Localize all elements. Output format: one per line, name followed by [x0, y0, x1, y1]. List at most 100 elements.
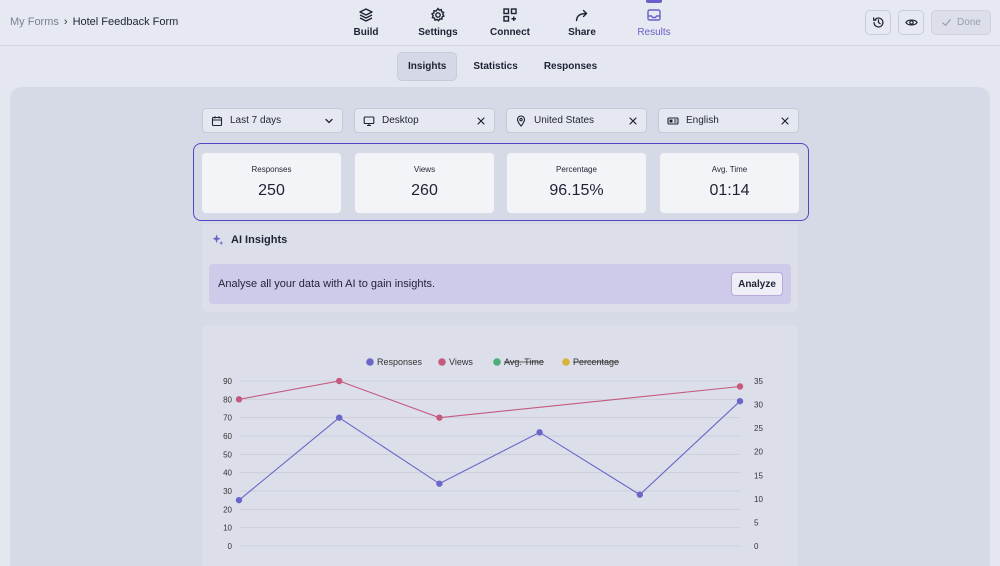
sparkles-icon — [212, 234, 224, 246]
legend-marker — [438, 358, 446, 366]
top-bar: My Forms › Hotel Feedback Form Build Set… — [0, 0, 1000, 46]
legend-marker — [366, 358, 374, 366]
nav-build[interactable]: Build — [330, 0, 402, 46]
legend-marker — [562, 358, 570, 366]
ai-insights-banner: Analyse all your data with AI to gain in… — [209, 264, 791, 304]
legend-label: Views — [449, 357, 473, 367]
y-right-tick-label: 5 — [754, 518, 759, 527]
results-subtabs: Insights Statistics Responses — [397, 52, 607, 81]
y-left-tick-label: 90 — [223, 377, 232, 386]
breadcrumb-my-forms[interactable]: My Forms — [10, 16, 59, 28]
nav-share[interactable]: Share — [546, 0, 618, 46]
series-line-views — [238, 380, 741, 419]
breadcrumb: My Forms › Hotel Feedback Form — [10, 16, 178, 28]
data-point — [736, 397, 744, 405]
date-range-filter[interactable]: Last 7 days — [202, 108, 343, 133]
nav-results[interactable]: Results — [618, 0, 690, 46]
nav-settings-label: Settings — [418, 27, 458, 38]
stats-summary: Responses 250 Views 260 Percentage 96.15… — [193, 143, 809, 221]
data-point — [736, 383, 744, 390]
chart-card: 0 10 20 30 40 50 60 70 80 90 0 5 10 15 20 25 30 35 Respons… — [202, 325, 798, 566]
y-right-tick-label: 25 — [754, 424, 763, 433]
nav-share-label: Share — [568, 27, 596, 38]
close-icon[interactable] — [628, 116, 638, 126]
close-icon[interactable] — [476, 116, 486, 126]
y-left-tick-label: 20 — [223, 505, 232, 514]
y-left-tick-label: 60 — [223, 432, 232, 441]
history-icon — [872, 17, 884, 28]
tab-statistics[interactable]: Statistics — [473, 61, 518, 72]
line-chart: 0 10 20 30 40 50 60 70 80 90 0 5 10 15 20 25 30 35 Respons… — [223, 357, 763, 551]
y-right-tick-label: 0 — [754, 542, 759, 551]
y-left-tick-label: 40 — [223, 469, 232, 478]
legend-marker — [493, 358, 501, 366]
y-left-tick-label: 30 — [223, 487, 232, 496]
stat-card-avg-time: Avg. Time 01:14 — [660, 153, 799, 213]
data-point — [336, 414, 343, 421]
language-value: English — [686, 115, 719, 126]
share-arrow-icon — [575, 9, 588, 22]
done-button[interactable]: Done — [931, 10, 991, 35]
preview-button[interactable] — [898, 10, 924, 35]
done-label: Done — [957, 17, 981, 28]
stat-value: 260 — [411, 182, 438, 199]
tab-insights[interactable]: Insights — [397, 52, 458, 81]
location-pin-icon — [516, 114, 526, 127]
y-right-tick-label: 10 — [754, 495, 763, 504]
series-line-responses — [238, 400, 741, 501]
nav-settings[interactable]: Settings — [402, 0, 474, 46]
grid-plus-icon — [503, 8, 517, 22]
data-point — [436, 414, 443, 421]
calendar-icon — [211, 115, 223, 126]
y-left-tick-label: 10 — [223, 524, 232, 533]
history-button[interactable] — [865, 10, 891, 35]
data-point — [336, 377, 343, 385]
y-right-tick-label: 35 — [754, 377, 763, 386]
breadcrumb-current-form: Hotel Feedback Form — [72, 16, 179, 28]
tab-responses[interactable]: Responses — [543, 61, 598, 72]
ai-insights-card: AI Insights Analyse all your data with A… — [202, 224, 798, 312]
nav-connect-label: Connect — [490, 27, 530, 38]
stat-value: 250 — [258, 182, 285, 199]
chevron-down-icon — [325, 118, 333, 123]
y-left-tick-label: 70 — [223, 414, 232, 423]
country-value: United States — [534, 115, 595, 126]
stat-value: 96.15% — [549, 182, 604, 199]
language-icon — [667, 116, 679, 125]
stat-card-responses: Responses 250 — [202, 153, 341, 213]
stat-label: Avg. Time — [711, 165, 748, 174]
device-filter[interactable]: Desktop — [354, 108, 495, 133]
device-value: Desktop — [382, 115, 419, 126]
data-point — [436, 480, 443, 487]
stat-card-percentage: Percentage 96.15% — [507, 153, 646, 213]
inbox-icon — [647, 9, 661, 21]
nav-connect[interactable]: Connect — [474, 0, 546, 46]
eye-icon — [904, 19, 918, 26]
analyze-button[interactable]: Analyze — [731, 272, 783, 296]
ai-insights-title: AI Insights — [231, 233, 288, 246]
check-icon — [942, 19, 951, 27]
ai-insights-header: AI Insights — [211, 233, 287, 246]
y-right-tick-label: 20 — [754, 448, 763, 457]
stat-value: 01:14 — [709, 182, 750, 199]
legend-label: Responses — [377, 357, 423, 367]
stat-label: Percentage — [556, 165, 597, 174]
date-range-value: Last 7 days — [230, 115, 282, 126]
data-point — [636, 491, 643, 498]
nav-results-label: Results — [637, 27, 671, 38]
gear-icon — [430, 7, 445, 22]
close-icon[interactable] — [780, 116, 790, 126]
ai-insights-message: Analyse all your data with AI to gain in… — [218, 278, 436, 290]
monitor-icon — [363, 115, 375, 126]
y-left-tick-label: 50 — [223, 450, 232, 459]
stat-card-views: Views 260 — [355, 153, 494, 213]
y-left-tick-label: 80 — [223, 395, 232, 404]
y-right-tick-label: 30 — [754, 401, 763, 410]
data-point — [235, 396, 243, 403]
main-nav: Build Settings Connect Share Results — [330, 0, 690, 46]
language-filter[interactable]: English — [658, 108, 799, 133]
country-filter[interactable]: United States — [506, 108, 647, 133]
y-right-tick-label: 15 — [754, 471, 763, 480]
breadcrumb-separator: › — [63, 16, 68, 28]
stat-label: Views — [413, 165, 436, 174]
